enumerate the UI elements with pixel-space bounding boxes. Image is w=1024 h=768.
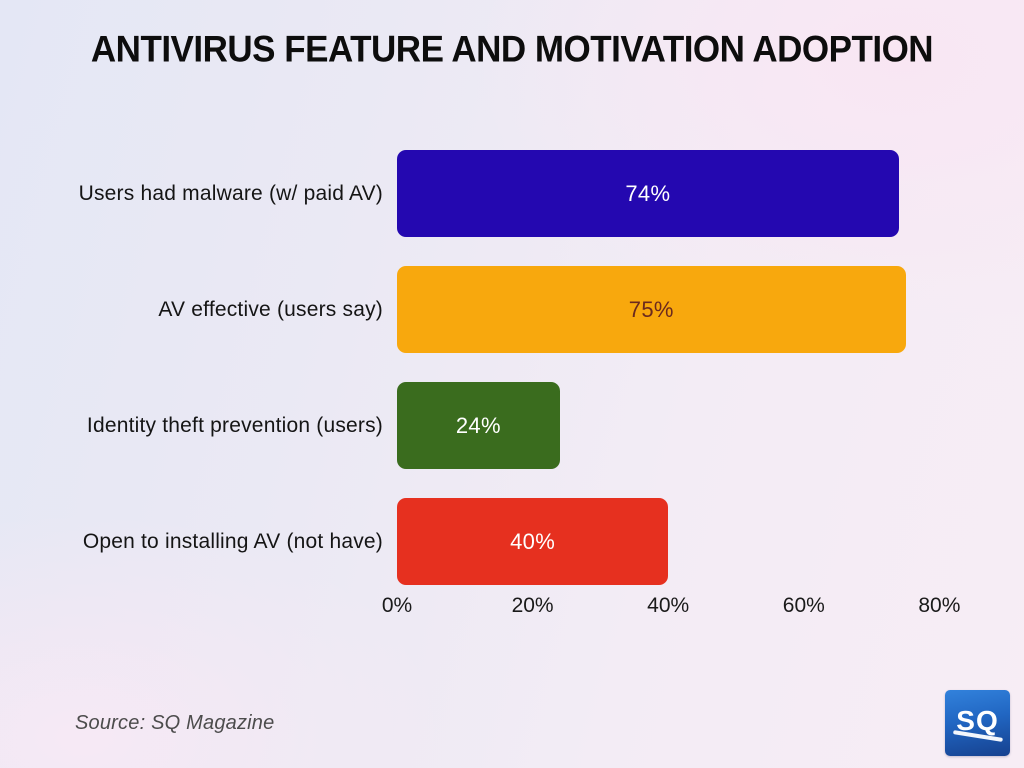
bar-track: 24%: [397, 382, 1024, 469]
bar-value-label: 74%: [625, 180, 671, 206]
bar-row: Identity theft prevention (users) 24%: [0, 382, 1024, 469]
bar-chart: Users had malware (w/ paid AV) 74% AV effe…: [0, 150, 1024, 614]
bar: 40%: [397, 498, 669, 585]
bar-value-label: 75%: [628, 296, 674, 322]
x-axis-tick-label: 0%: [381, 594, 413, 617]
bar-track: 75%: [397, 266, 1024, 353]
bar-row: AV effective (users say) 75%: [0, 266, 1024, 353]
x-axis-tick-label: 80%: [918, 594, 961, 617]
sq-logo-text: SQ: [956, 705, 999, 736]
bar: 74%: [397, 150, 899, 237]
bar-row: Open to installing AV (not have) 40%: [0, 498, 1024, 585]
bar-track: 40%: [397, 498, 1024, 585]
category-label: Users had malware (w/ paid AV): [78, 181, 383, 205]
x-axis-tick-label: 40%: [647, 594, 690, 617]
chart-title: ANTIVIRUS FEATURE AND MOTIVATION ADOPTIO…: [90, 28, 934, 71]
x-axis-tick-label: 20%: [511, 594, 554, 617]
bar-row: Users had malware (w/ paid AV) 74%: [0, 150, 1024, 237]
bar: 24%: [397, 382, 560, 469]
x-axis-tick-label: 60%: [782, 594, 825, 617]
bar-track: 74%: [397, 150, 1024, 237]
category-label: Open to installing AV (not have): [82, 529, 383, 553]
category-label: Identity theft prevention (users): [86, 413, 383, 437]
x-axis: 0% 20% 40% 60% 80%: [0, 594, 1024, 622]
bar-value-label: 24%: [455, 412, 501, 438]
source-caption: Source: SQ Magazine: [75, 712, 275, 734]
bar-value-label: 40%: [510, 528, 556, 554]
category-label: AV effective (users say): [158, 297, 383, 321]
bar: 75%: [397, 266, 906, 353]
sq-logo: SQ: [945, 690, 1010, 756]
